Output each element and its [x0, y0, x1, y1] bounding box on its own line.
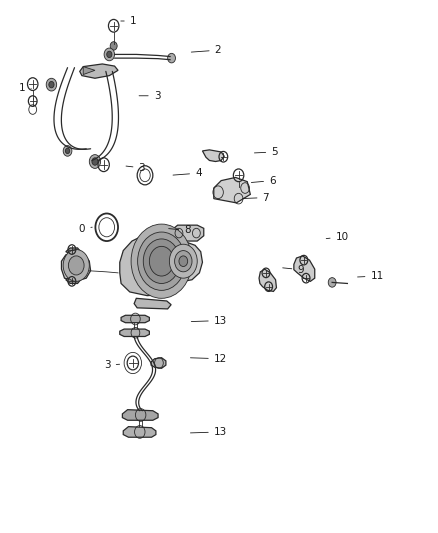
Circle shape	[63, 146, 72, 156]
Polygon shape	[259, 269, 276, 292]
Circle shape	[131, 224, 192, 298]
Polygon shape	[123, 426, 156, 437]
Circle shape	[92, 158, 98, 165]
Circle shape	[149, 246, 174, 276]
Circle shape	[170, 244, 197, 278]
Polygon shape	[121, 316, 149, 322]
Circle shape	[328, 278, 336, 287]
Circle shape	[46, 78, 57, 91]
Text: 9: 9	[283, 265, 304, 274]
Circle shape	[97, 65, 106, 76]
Polygon shape	[66, 276, 81, 284]
Text: 7: 7	[243, 192, 269, 203]
Text: 3: 3	[104, 360, 120, 370]
Polygon shape	[134, 298, 171, 309]
Polygon shape	[151, 358, 166, 368]
Polygon shape	[122, 410, 158, 420]
Polygon shape	[202, 150, 224, 161]
Circle shape	[175, 251, 192, 272]
Circle shape	[179, 256, 187, 266]
Text: 11: 11	[357, 271, 384, 281]
Text: 1: 1	[121, 16, 136, 26]
Text: 13: 13	[191, 316, 227, 326]
Circle shape	[138, 232, 185, 290]
Text: 1: 1	[19, 83, 31, 93]
Circle shape	[63, 249, 89, 281]
Text: 13: 13	[191, 427, 227, 437]
Text: 4: 4	[173, 168, 201, 178]
Polygon shape	[80, 64, 118, 78]
Polygon shape	[171, 225, 204, 241]
Circle shape	[110, 42, 117, 50]
Circle shape	[68, 256, 84, 275]
Circle shape	[89, 155, 101, 168]
Polygon shape	[173, 243, 202, 281]
Text: 10: 10	[326, 232, 349, 242]
Polygon shape	[214, 177, 251, 203]
Polygon shape	[120, 329, 149, 336]
Polygon shape	[120, 233, 188, 296]
Text: 8: 8	[169, 225, 191, 236]
Polygon shape	[83, 67, 95, 75]
Text: 5: 5	[254, 147, 278, 157]
Circle shape	[107, 51, 112, 58]
Text: 6: 6	[251, 175, 276, 185]
Circle shape	[104, 48, 115, 61]
Text: 0: 0	[79, 224, 92, 234]
Polygon shape	[61, 252, 91, 281]
Circle shape	[168, 53, 176, 63]
Text: 3: 3	[139, 91, 160, 101]
Circle shape	[65, 148, 70, 154]
Circle shape	[143, 239, 180, 284]
Text: 12: 12	[191, 354, 227, 364]
Circle shape	[49, 82, 54, 88]
Polygon shape	[294, 256, 315, 281]
Text: 2: 2	[191, 45, 221, 55]
Polygon shape	[66, 248, 81, 255]
Text: 3: 3	[126, 163, 145, 173]
